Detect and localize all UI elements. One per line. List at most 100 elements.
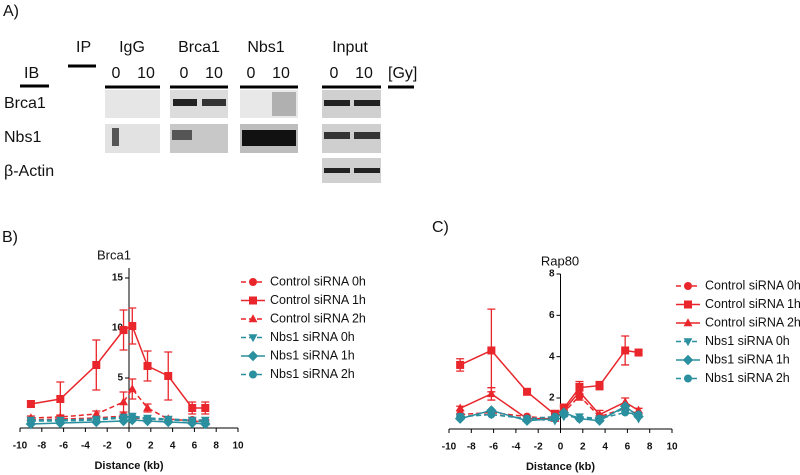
x-tick-label: -4 [81,441,90,452]
data-point [56,417,65,425]
data-point [164,416,173,424]
chart-title: Brca1 [97,247,131,262]
chart-title: Rap80 [541,253,579,268]
data-point [455,403,465,412]
x-tick-label: 2 [580,442,586,453]
data-point [119,326,128,334]
data-point [456,360,465,369]
data-point [595,414,604,423]
legend-marker [683,318,693,327]
x-tick-label: -8 [37,441,46,452]
x-tick-label: 8 [213,441,219,452]
x-tick-label: 10 [232,441,244,452]
data-point [119,397,128,406]
legend-label: Control siRNA 0h [270,274,366,288]
legend-label: Nbs1 siRNA 2h [705,371,790,385]
x-tick-label: -10 [442,442,457,453]
data-point [486,389,496,398]
legend-label: Nbs1 siRNA 0h [705,334,790,348]
x-tick-label: -2 [534,442,543,453]
legend-label: Control siRNA 2h [270,311,366,325]
column-label: Nbs1 [247,39,284,56]
column-label: IgG [119,39,145,56]
y-tick-label: 8 [549,269,555,280]
column-label: Input [332,39,368,56]
legend-label: Control siRNA 0h [705,278,800,292]
legend-marker [249,278,257,286]
column-label: Brca1 [178,39,220,56]
x-tick-label: -6 [59,441,68,452]
legend-label: Nbs1 siRNA 2h [270,367,355,381]
panel-label: A) [3,3,19,20]
data-point [456,412,465,421]
data-point [634,348,643,357]
dose-label: 0 [247,65,256,82]
legend-marker [683,338,693,347]
unit-label: [Gy] [388,65,417,82]
data-point [201,404,210,412]
row-label: Nbs1 [4,129,41,146]
ib-label: IB [24,65,39,82]
dose-label: 0 [112,65,121,82]
y-tick-label: 5 [117,373,123,384]
row-label: β-Actin [4,163,54,180]
x-tick-label: -6 [489,442,498,453]
data-point [621,346,630,355]
series-line [30,387,206,423]
legend-marker [684,374,692,383]
x-tick-label: 4 [170,441,176,452]
data-point [56,395,65,403]
data-point [26,400,35,408]
data-point [550,412,559,421]
data-point [26,417,35,425]
dose-label: 0 [180,65,189,82]
data-point [621,408,630,417]
dose-label: 10 [272,65,290,82]
panel-label: B) [2,229,18,246]
data-point [188,417,197,425]
x-axis-label: Distance (kb) [526,461,595,473]
legend-label: Nbs1 siRNA 1h [270,348,355,362]
blot-images [20,64,414,183]
data-point [575,414,584,423]
legend-label: Nbs1 siRNA 1h [705,352,790,366]
data-point [575,387,584,395]
legend-marker [248,334,258,343]
y-tick-label: 2 [549,393,555,404]
x-tick-label: 8 [647,442,653,453]
legend-label: Control siRNA 2h [705,315,800,329]
data-point [92,361,101,369]
y-tick-label: 15 [112,273,124,284]
x-tick-label: 0 [558,442,564,453]
data-point [143,403,152,412]
data-point [634,410,643,419]
x-tick-label: -4 [511,442,520,453]
legend-marker [684,282,692,290]
data-point [523,414,532,423]
x-axis-label: Distance (kb) [94,460,163,472]
x-tick-label: 6 [625,442,631,453]
data-point [201,418,210,426]
x-tick-label: 2 [148,441,154,452]
data-point [127,384,137,393]
data-point [487,410,496,419]
dose-label: 10 [205,65,223,82]
legend-marker [682,354,694,366]
y-tick-label: 6 [549,310,555,321]
series-line [30,416,206,423]
dose-label: 10 [137,65,155,82]
legend-label: Control siRNA 1h [270,293,366,307]
data-point [487,346,496,355]
x-tick-label: -8 [467,442,476,453]
data-point [128,413,137,421]
data-point [119,414,128,422]
ip-label: IP [76,39,91,56]
data-point [164,372,173,380]
y-tick-label: 4 [549,351,555,362]
panel-label: C) [432,219,449,236]
data-point [128,322,137,330]
data-point [523,387,532,396]
x-tick-label: 4 [602,442,608,453]
legend-marker [248,314,258,323]
data-point [143,362,152,370]
